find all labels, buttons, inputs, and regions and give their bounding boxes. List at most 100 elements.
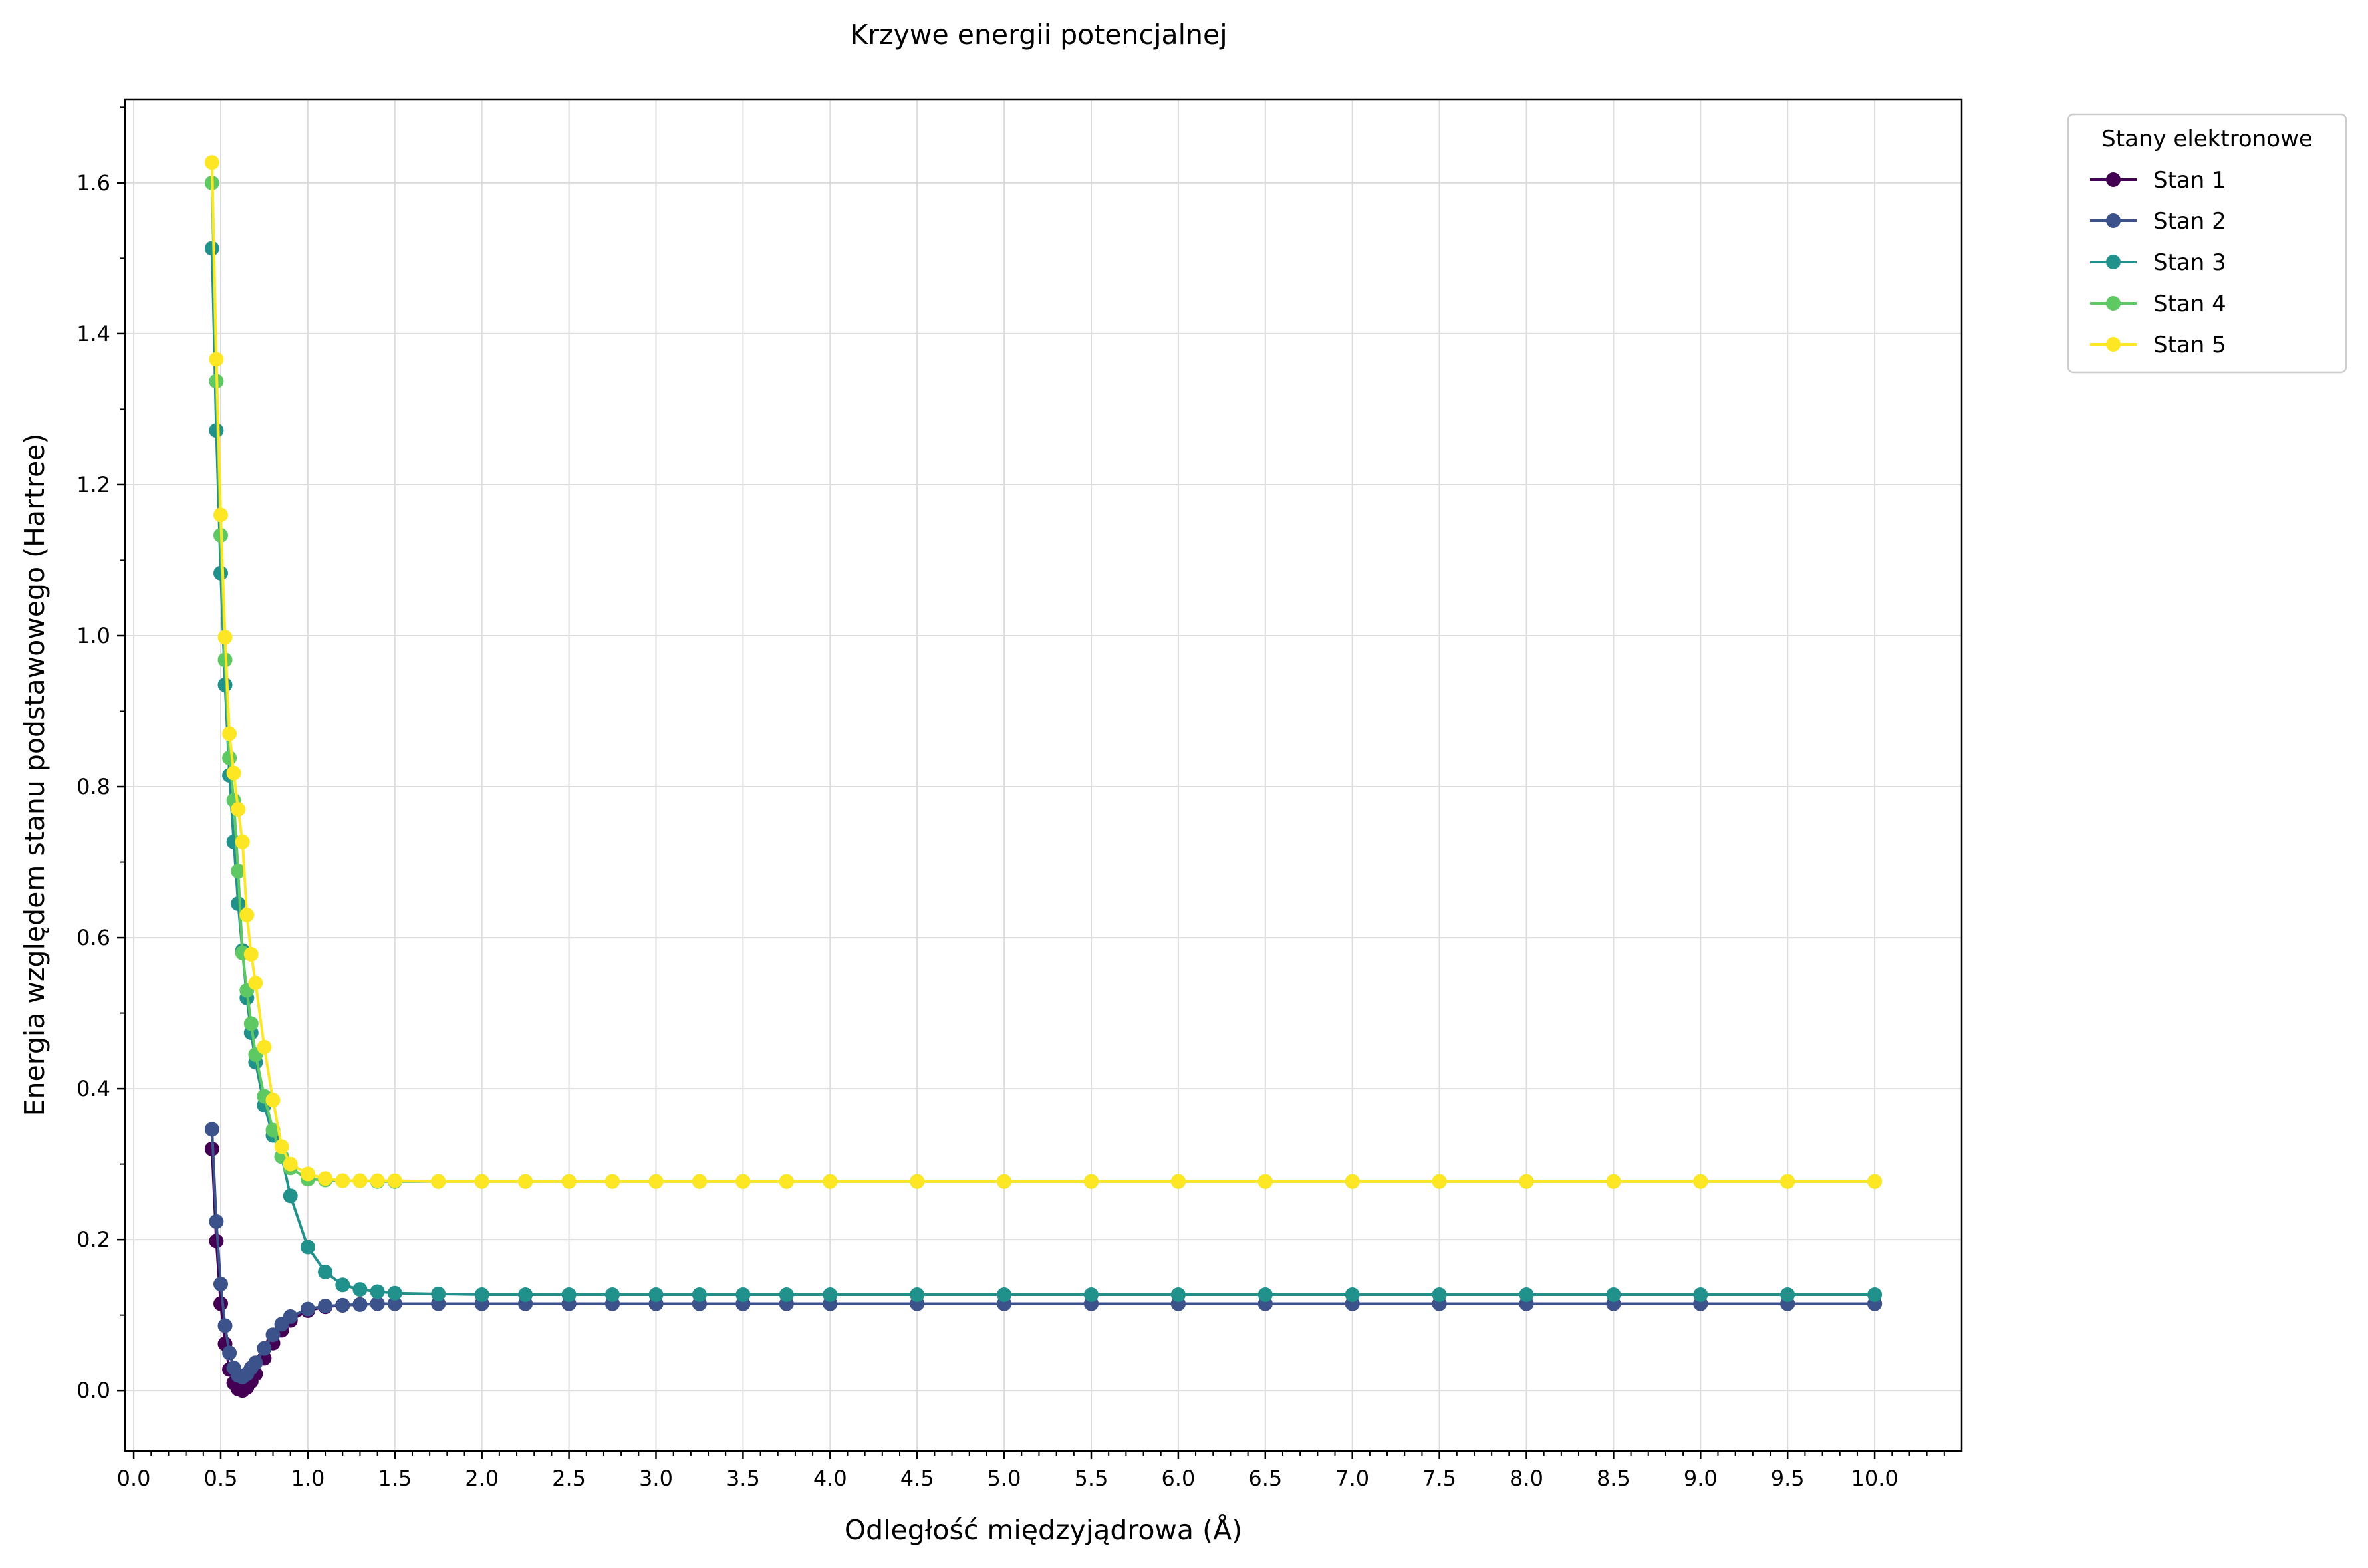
data-point <box>823 1174 838 1189</box>
data-point <box>265 1093 281 1108</box>
data-point <box>204 1122 219 1137</box>
y-axis-ticks: 0.0 0.2 0.4 0.6 0.8 1.0 1.2 1.4 1.6 <box>76 170 125 1403</box>
data-point <box>209 423 224 438</box>
legend-swatch-marker <box>2106 296 2121 311</box>
data-point <box>648 1287 664 1302</box>
x-tick-label: 8.0 <box>1510 1466 1543 1491</box>
data-point <box>248 976 263 991</box>
data-point <box>1780 1174 1795 1189</box>
legend-swatch-marker <box>2106 172 2121 187</box>
legend-swatch-marker <box>2106 213 2121 228</box>
x-tick-label: 6.5 <box>1248 1466 1282 1491</box>
data-point <box>231 864 246 879</box>
data-point <box>387 1285 402 1301</box>
data-point <box>910 1174 925 1189</box>
data-point <box>235 834 250 849</box>
y-tick-label: 0.4 <box>76 1076 110 1101</box>
data-point <box>226 765 241 781</box>
legend-items: Stan 1 Stan 2 Stan 3 Stan 4 Stan 5 <box>2090 167 2226 358</box>
data-point <box>561 1287 577 1302</box>
data-point <box>352 1282 368 1297</box>
data-point <box>1780 1287 1795 1302</box>
data-point <box>1432 1174 1447 1189</box>
plot-area-frame <box>124 98 1963 1452</box>
data-point <box>474 1174 489 1189</box>
data-point <box>1345 1174 1360 1189</box>
data-point <box>209 1234 224 1249</box>
chart-title: Krzywe energii potencjalnej <box>850 19 1227 51</box>
x-tick-label: 8.5 <box>1597 1466 1631 1491</box>
data-point <box>997 1174 1012 1189</box>
data-point <box>370 1296 385 1311</box>
data-point <box>318 1299 333 1313</box>
legend-swatch-marker <box>2106 255 2121 269</box>
data-point <box>335 1173 350 1188</box>
data-point <box>204 155 219 170</box>
x-tick-label: 7.0 <box>1335 1466 1369 1491</box>
data-point <box>1257 1174 1273 1189</box>
legend-label: Stan 3 <box>2153 249 2226 276</box>
data-point <box>648 1174 664 1189</box>
data-point <box>352 1173 368 1188</box>
series-5 <box>204 155 1883 1189</box>
data-point <box>605 1174 620 1189</box>
x-tick-label: 6.0 <box>1161 1466 1195 1491</box>
data-point <box>213 507 228 523</box>
data-point <box>474 1287 489 1302</box>
data-point <box>300 1240 315 1255</box>
data-point <box>1170 1174 1186 1189</box>
y-tick-label: 0.6 <box>76 925 110 950</box>
data-point <box>1693 1287 1708 1302</box>
data-point <box>1693 1174 1708 1189</box>
data-point <box>239 908 255 922</box>
data-point <box>257 1039 272 1055</box>
y-tick-label: 0.8 <box>76 774 110 799</box>
legend-label: Stan 5 <box>2153 332 2226 358</box>
data-point <box>283 1156 298 1172</box>
data-point <box>283 1188 298 1204</box>
x-tick-label: 7.5 <box>1422 1466 1456 1491</box>
legend-label: Stan 4 <box>2153 291 2226 317</box>
data-point <box>1867 1174 1883 1189</box>
data-point <box>518 1174 533 1189</box>
data-point <box>1519 1287 1534 1302</box>
legend-label: Stan 1 <box>2153 167 2226 194</box>
data-point <box>1606 1287 1621 1302</box>
y-tick-label: 0.2 <box>76 1227 110 1252</box>
y-axis-label: Energia względem stanu podstawowego (Har… <box>19 434 51 1116</box>
data-point <box>318 1171 333 1186</box>
data-point <box>1606 1174 1621 1189</box>
y-tick-label: 1.2 <box>76 472 110 497</box>
x-tick-label: 2.5 <box>552 1466 586 1491</box>
x-tick-label: 0.0 <box>117 1466 151 1491</box>
data-point <box>387 1173 402 1188</box>
data-point <box>692 1287 707 1302</box>
data-point <box>352 1297 368 1312</box>
legend-label: Stan 2 <box>2153 208 2226 235</box>
data-point <box>1867 1287 1883 1302</box>
x-tick-label: 9.5 <box>1771 1466 1805 1491</box>
data-point <box>1432 1287 1447 1302</box>
data-point <box>283 1309 298 1324</box>
data-point <box>222 1345 237 1361</box>
x-axis-label: Odległość międzyjądrowa (Å) <box>845 1514 1242 1546</box>
data-point <box>248 1355 263 1371</box>
data-point <box>518 1287 533 1302</box>
series-layer <box>204 155 1883 1398</box>
data-point <box>213 1296 228 1311</box>
data-point <box>300 1166 315 1182</box>
data-point <box>243 1016 259 1031</box>
data-point <box>222 750 237 765</box>
data-point <box>204 241 219 256</box>
data-point <box>222 726 237 741</box>
data-point <box>997 1287 1012 1302</box>
x-tick-label: 10.0 <box>1851 1466 1898 1491</box>
data-point <box>779 1174 794 1189</box>
data-point <box>1345 1287 1360 1302</box>
x-tick-label: 1.0 <box>291 1466 325 1491</box>
data-point <box>335 1277 350 1293</box>
x-tick-label: 3.5 <box>726 1466 760 1491</box>
